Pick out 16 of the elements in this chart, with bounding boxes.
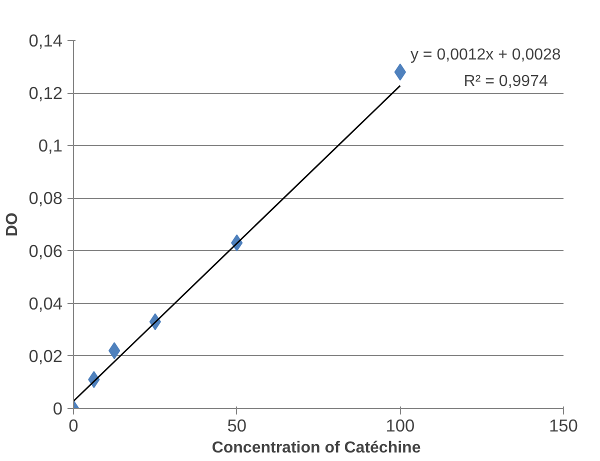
y-tick-label: 0,06 <box>28 240 63 261</box>
y-tick-label: 0 <box>52 398 63 418</box>
annotation: y = 0,0012x + 0,0028 <box>410 46 561 64</box>
y-tick-label: 0,04 <box>28 293 63 314</box>
x-tick-label: 150 <box>549 416 578 436</box>
y-tick-label: 0,12 <box>28 83 63 104</box>
y-axis-title: DO <box>4 212 21 236</box>
x-tick-label: 50 <box>227 416 246 436</box>
x-tick-label: 0 <box>68 416 78 436</box>
annotation: R² = 0,9974 <box>464 72 548 90</box>
y-tick-label: 0,1 <box>38 136 63 156</box>
x-tick-label: 100 <box>386 416 415 436</box>
y-tick-label: 0,08 <box>28 188 63 208</box>
x-axis-title: Concentration of Catéchine <box>212 440 421 456</box>
y-tick-label: 0,02 <box>28 346 63 366</box>
y-tick-label: 0,14 <box>28 30 63 50</box>
